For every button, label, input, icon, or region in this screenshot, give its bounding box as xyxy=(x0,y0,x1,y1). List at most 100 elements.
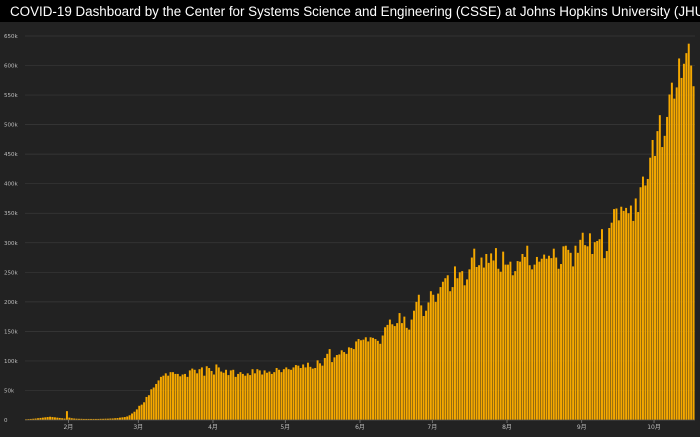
chart-bar[interactable] xyxy=(169,372,172,420)
chart-bar[interactable] xyxy=(263,370,266,420)
chart-bar[interactable] xyxy=(46,417,49,420)
chart-bar[interactable] xyxy=(232,369,235,420)
chart-bar[interactable] xyxy=(78,418,80,420)
chart-bar[interactable] xyxy=(569,252,572,420)
chart-bar[interactable] xyxy=(328,349,331,420)
chart-bar[interactable] xyxy=(673,98,676,421)
chart-bar[interactable] xyxy=(333,357,336,420)
chart-bar[interactable] xyxy=(338,354,341,420)
chart-bar[interactable] xyxy=(184,373,187,420)
chart-bar[interactable] xyxy=(116,418,119,420)
chart-bar[interactable] xyxy=(396,323,399,420)
chart-bar[interactable] xyxy=(367,341,370,420)
chart-bar[interactable] xyxy=(311,368,314,420)
chart-bar[interactable] xyxy=(408,329,411,420)
chart-bar[interactable] xyxy=(196,373,199,420)
chart-bar[interactable] xyxy=(97,418,100,420)
chart-bar[interactable] xyxy=(646,178,649,420)
chart-bar[interactable] xyxy=(278,369,281,420)
chart-bar[interactable] xyxy=(637,212,640,420)
chart-bar[interactable] xyxy=(666,116,669,420)
chart-bar[interactable] xyxy=(427,302,430,420)
chart-bar[interactable] xyxy=(615,208,618,421)
chart-bar[interactable] xyxy=(131,413,133,421)
chart-bar[interactable] xyxy=(225,369,227,420)
chart-bar[interactable] xyxy=(499,271,502,420)
chart-bar[interactable] xyxy=(335,355,338,420)
chart-bar[interactable] xyxy=(109,418,112,420)
chart-bar[interactable] xyxy=(632,220,635,420)
chart-bar[interactable] xyxy=(210,370,213,420)
chart-bar[interactable] xyxy=(37,418,40,420)
chart-bar[interactable] xyxy=(400,323,403,420)
chart-bar[interactable] xyxy=(478,265,481,420)
chart-bar[interactable] xyxy=(198,369,201,420)
chart-bar[interactable] xyxy=(350,347,353,420)
chart-bar[interactable] xyxy=(603,258,606,420)
chart-bar[interactable] xyxy=(159,376,162,420)
chart-bar[interactable] xyxy=(314,368,317,420)
chart-bar[interactable] xyxy=(480,257,483,420)
chart-bar[interactable] xyxy=(215,364,218,420)
chart-bar[interactable] xyxy=(253,373,256,420)
chart-bar[interactable] xyxy=(56,417,59,420)
chart-bar[interactable] xyxy=(49,416,52,420)
chart-bar[interactable] xyxy=(135,409,138,420)
chart-bar[interactable] xyxy=(261,374,264,420)
chart-bar[interactable] xyxy=(94,418,97,420)
chart-bar[interactable] xyxy=(591,253,594,420)
chart-bar[interactable] xyxy=(482,267,485,420)
chart-bar[interactable] xyxy=(32,418,35,420)
chart-bar[interactable] xyxy=(372,337,375,420)
chart-bar[interactable] xyxy=(270,373,273,420)
chart-bar[interactable] xyxy=(598,239,601,420)
chart-bar[interactable] xyxy=(280,372,283,420)
chart-bar[interactable] xyxy=(217,367,220,420)
chart-bar[interactable] xyxy=(656,131,659,421)
chart-bar[interactable] xyxy=(379,343,382,420)
chart-bar[interactable] xyxy=(668,94,671,421)
chart-bar[interactable] xyxy=(545,258,548,420)
chart-bar[interactable] xyxy=(222,372,225,420)
chart-bar[interactable] xyxy=(557,268,560,420)
chart-bar[interactable] xyxy=(601,229,603,420)
chart-bar[interactable] xyxy=(685,53,688,420)
chart-bar[interactable] xyxy=(376,340,379,420)
chart-bar[interactable] xyxy=(502,251,505,420)
chart-bar[interactable] xyxy=(439,287,442,420)
chart-bar[interactable] xyxy=(574,245,577,420)
chart-bar[interactable] xyxy=(355,341,358,420)
chart-bar[interactable] xyxy=(690,65,693,420)
chart-bar[interactable] xyxy=(393,326,396,420)
chart-bar[interactable] xyxy=(193,369,196,420)
chart-bar[interactable] xyxy=(241,373,244,420)
chart-bar[interactable] xyxy=(417,294,420,420)
chart-bar[interactable] xyxy=(246,373,249,420)
chart-bar[interactable] xyxy=(82,418,85,420)
chart-bar[interactable] xyxy=(364,337,367,420)
chart-bar[interactable] xyxy=(176,373,179,420)
chart-bar[interactable] xyxy=(29,418,32,420)
chart-bar[interactable] xyxy=(287,369,290,420)
chart-bar[interactable] xyxy=(292,367,295,420)
chart-bar[interactable] xyxy=(456,278,459,420)
chart-bar[interactable] xyxy=(73,418,76,420)
chart-bar[interactable] xyxy=(104,418,107,420)
chart-bar[interactable] xyxy=(251,369,254,420)
chart-bar[interactable] xyxy=(126,416,129,420)
chart-bar[interactable] xyxy=(181,374,184,420)
chart-bar[interactable] xyxy=(174,373,177,420)
chart-bar[interactable] xyxy=(179,376,182,420)
chart-bar[interactable] xyxy=(299,368,302,420)
chart-bar[interactable] xyxy=(309,366,312,420)
chart-bar[interactable] xyxy=(145,396,148,420)
chart-bar[interactable] xyxy=(140,404,143,420)
chart-bar[interactable] xyxy=(384,327,387,420)
chart-bar[interactable] xyxy=(403,316,406,420)
chart-bar[interactable] xyxy=(360,340,362,420)
chart-bar[interactable] xyxy=(80,418,83,420)
chart-bar[interactable] xyxy=(682,63,685,421)
chart-bar[interactable] xyxy=(441,281,444,420)
chart-bar[interactable] xyxy=(44,417,47,420)
chart-bar[interactable] xyxy=(425,310,428,420)
